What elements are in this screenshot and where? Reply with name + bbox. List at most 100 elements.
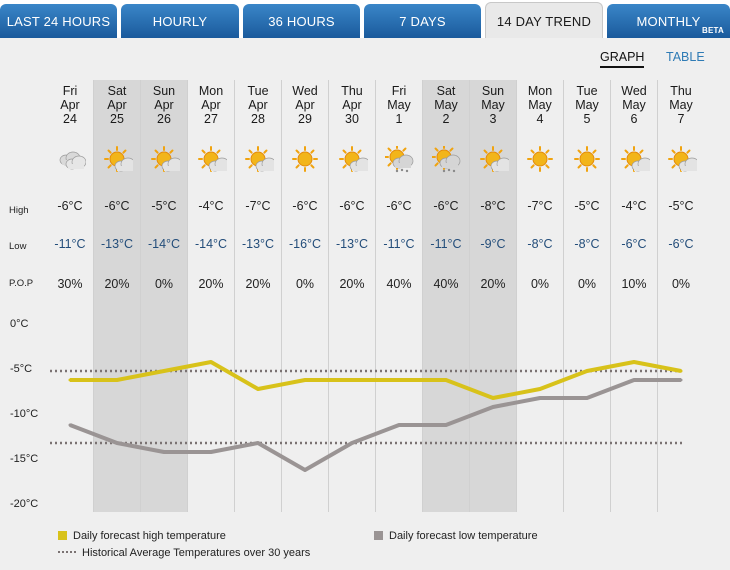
day-month: Apr <box>295 98 315 112</box>
day-month: Apr <box>154 98 174 112</box>
day-header: Wed Apr 29 <box>282 80 328 126</box>
column-divider <box>93 80 94 512</box>
graph-view-toggle[interactable]: GRAPH <box>600 50 645 68</box>
day-of-week: Wed <box>621 84 647 98</box>
pop-value: 0% <box>295 277 315 291</box>
high-value: -6°C <box>104 199 130 213</box>
low-value: -6°C <box>621 237 647 251</box>
day-date: 24 <box>63 112 77 126</box>
high-value: -4°C <box>198 199 224 213</box>
y-tick-label: 0°C <box>10 318 29 330</box>
low-row-label: Low <box>9 241 27 252</box>
low-value: -16°C <box>288 237 322 251</box>
day-header: Thu May 7 <box>658 80 704 126</box>
day-date: 6 <box>630 112 638 126</box>
low-value: -11°C <box>383 237 415 251</box>
day-date: 27 <box>204 112 218 126</box>
day-month: May <box>528 98 552 112</box>
day-header: Mon May 4 <box>517 80 563 126</box>
day-month: May <box>575 98 599 112</box>
day-month: May <box>669 98 693 112</box>
tab-7-days[interactable]: 7 DAYS <box>364 4 481 38</box>
sun-cloud-icon <box>620 146 653 172</box>
day-date: 26 <box>157 112 171 126</box>
pop-row-label: P.O.P <box>9 278 34 289</box>
pop-value: 40% <box>433 277 459 291</box>
low-value: -13°C <box>100 237 134 251</box>
day-date: 1 <box>395 112 403 126</box>
high-row-label: High <box>9 205 29 216</box>
column-divider <box>328 80 329 512</box>
day-of-week: Fri <box>391 84 407 98</box>
pop-value: 20% <box>104 277 130 291</box>
high-value: -8°C <box>480 199 506 213</box>
pop-value: 0% <box>671 277 691 291</box>
pop-value: 20% <box>198 277 224 291</box>
sun-cloud-icon <box>103 146 136 172</box>
day-date: 3 <box>489 112 497 126</box>
y-tick-label: -10°C <box>10 408 39 420</box>
low-value: -13°C <box>335 237 369 251</box>
low-value: -8°C <box>574 237 600 251</box>
low-swatch <box>374 531 383 540</box>
column-divider <box>422 80 423 512</box>
low-value: -9°C <box>480 237 506 251</box>
day-date: 2 <box>442 112 450 126</box>
high-value: -5°C <box>574 199 600 213</box>
pop-value: 30% <box>57 277 83 291</box>
day-header: Fri May 1 <box>376 80 422 126</box>
day-of-week: Sun <box>152 84 176 98</box>
day-header: Sun Apr 26 <box>141 80 187 126</box>
tab-last-24-hours[interactable]: LAST 24 HOURS <box>0 4 117 38</box>
day-date: 30 <box>345 112 359 126</box>
snow-cloud-icon <box>431 144 462 173</box>
day-header: Sat Apr 25 <box>94 80 140 126</box>
day-month: Apr <box>342 98 362 112</box>
column-divider <box>469 80 470 512</box>
legend-low: Daily forecast low temperature <box>374 530 538 542</box>
high-value: -5°C <box>668 199 694 213</box>
tab-hourly[interactable]: HOURLY <box>121 4 239 38</box>
day-of-week: Sat <box>107 84 127 98</box>
column-divider <box>516 80 517 512</box>
day-of-week: Fri <box>62 84 78 98</box>
day-of-week: Tue <box>576 84 598 98</box>
high-value: -4°C <box>621 199 647 213</box>
sun-cloud-icon <box>667 146 700 172</box>
pop-value: 0% <box>577 277 597 291</box>
day-of-week: Thu <box>341 84 363 98</box>
legend-high-label: Daily forecast high temperature <box>73 530 226 542</box>
day-of-week: Sun <box>481 84 505 98</box>
pop-value: 20% <box>339 277 365 291</box>
pop-value: 40% <box>386 277 412 291</box>
snow-cloud-icon <box>384 144 415 173</box>
column-divider <box>234 80 235 512</box>
y-tick-label: -5°C <box>10 363 33 375</box>
sun-cloud-icon <box>244 146 277 172</box>
low-value: -6°C <box>668 237 694 251</box>
tab-14-day-trend[interactable]: 14 DAY TREND <box>485 2 603 40</box>
column-divider <box>281 80 282 512</box>
low-value: -13°C <box>241 237 275 251</box>
tab-monthly[interactable]: MONTHLY BETA <box>607 4 730 38</box>
high-value: -7°C <box>527 199 553 213</box>
column-divider <box>140 80 141 512</box>
tab-36-hours[interactable]: 36 HOURS <box>243 4 360 38</box>
day-month: Apr <box>248 98 268 112</box>
sun-icon <box>573 146 603 172</box>
y-tick-label: -20°C <box>10 498 39 510</box>
day-month: Apr <box>201 98 221 112</box>
column-divider <box>563 80 564 512</box>
table-view-toggle[interactable]: TABLE <box>666 50 705 64</box>
day-date: 5 <box>583 112 591 126</box>
sun-cloud-icon <box>197 146 230 172</box>
dotted-line-swatch <box>58 551 76 553</box>
day-date: 7 <box>677 112 685 126</box>
high-value: -6°C <box>433 199 459 213</box>
low-value: -8°C <box>527 237 553 251</box>
day-month: May <box>481 98 505 112</box>
day-date: 29 <box>298 112 312 126</box>
day-month: May <box>622 98 646 112</box>
high-value: -7°C <box>245 199 271 213</box>
day-header: Fri Apr 24 <box>47 80 93 126</box>
